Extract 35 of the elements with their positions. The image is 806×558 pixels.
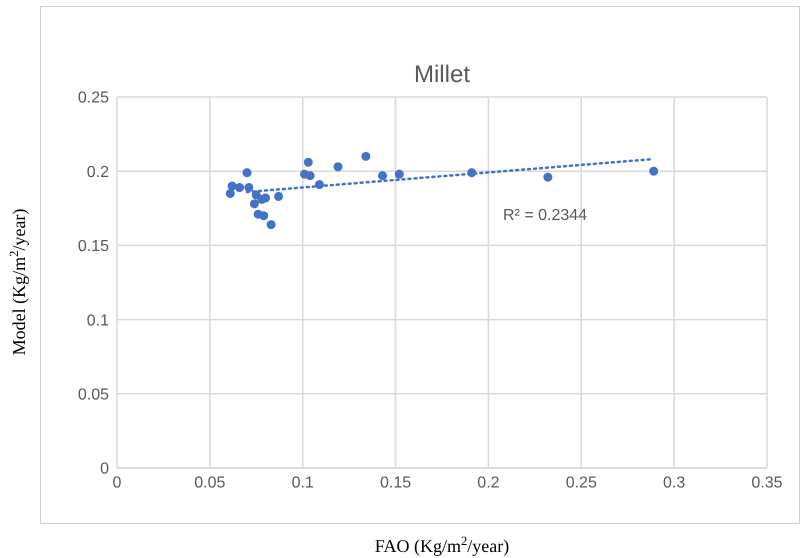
- point: [235, 183, 244, 192]
- x-tick-label: 0.35: [751, 474, 783, 492]
- point: [250, 199, 259, 208]
- y-tick-label: 0.25: [78, 90, 110, 107]
- x-tick-label: 0.15: [380, 474, 412, 492]
- x-tick-label: 0.25: [566, 474, 597, 492]
- point: [261, 193, 270, 202]
- point: [394, 170, 404, 179]
- x-tick-label: 0.1: [292, 474, 314, 492]
- point: [304, 158, 313, 167]
- x-tick-label: 0: [112, 474, 122, 492]
- point: [378, 171, 388, 180]
- y-tick-label: 0.05: [78, 386, 110, 404]
- y-tick-label: 0: [100, 460, 110, 478]
- x-axis-title: FAO (Kg/m$^{2}$/year): [374, 534, 510, 556]
- point: [226, 188, 235, 198]
- point: [333, 162, 343, 172]
- point: [242, 168, 252, 178]
- point: [274, 192, 284, 201]
- point: [228, 182, 237, 191]
- point: [306, 171, 315, 180]
- point: [361, 152, 370, 161]
- x-tick-label: 0.3: [663, 474, 686, 492]
- point: [649, 166, 658, 176]
- x-tick-label: 0.05: [194, 474, 226, 492]
- annotation: R² = 0.2344: [503, 207, 588, 224]
- point: [543, 172, 552, 182]
- point: [244, 183, 254, 192]
- y-tick-label: 0.1: [86, 312, 110, 330]
- point: [266, 220, 276, 230]
- x-tick-label: 0.2: [477, 474, 500, 492]
- chart-title: Millet: [414, 61, 470, 88]
- y-tick-label: 0.2: [86, 164, 110, 181]
- y-tick-label: 0.15: [78, 238, 110, 256]
- point: [259, 211, 268, 220]
